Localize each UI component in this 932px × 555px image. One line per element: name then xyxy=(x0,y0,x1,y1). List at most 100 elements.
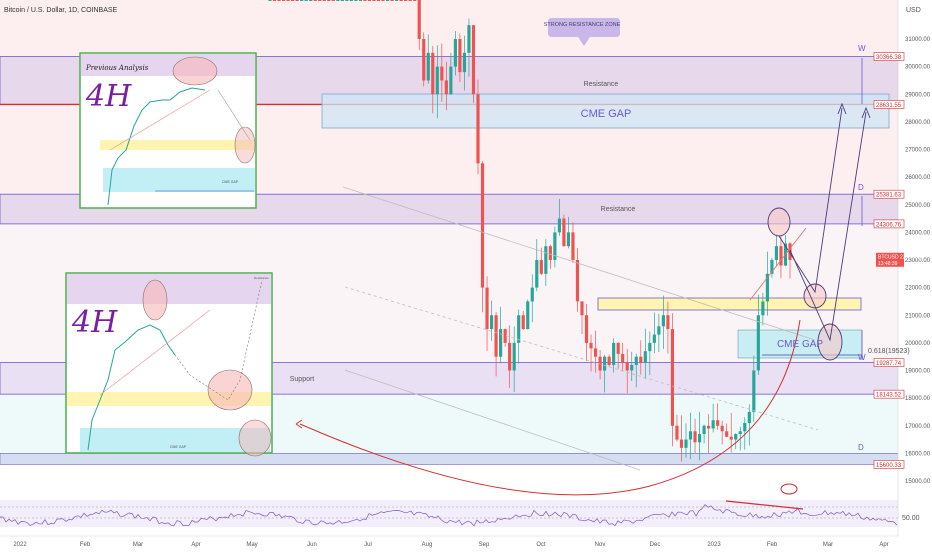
candle-body xyxy=(788,243,792,260)
candle-body xyxy=(426,52,430,81)
rsi-level-label: 50.00 xyxy=(902,515,920,522)
candle-body xyxy=(300,0,304,1)
inset2-ellipse-mid xyxy=(207,369,253,411)
price-label: 28631.55 xyxy=(876,103,902,109)
x-tick-label: Oct xyxy=(536,542,546,548)
rsi-mark xyxy=(780,483,798,495)
candle-body xyxy=(675,425,679,440)
x-tick-label: Sep xyxy=(479,542,490,548)
candle-body xyxy=(358,0,363,1)
candle-body xyxy=(381,0,385,1)
candle-body xyxy=(512,342,516,371)
candle-body xyxy=(661,315,665,327)
candle-body xyxy=(747,411,751,423)
symbol-title: Bitcoin / U.S. Dollar, 1D, COINBASE xyxy=(4,7,118,14)
candle-body xyxy=(345,0,349,1)
channel-line-bottom xyxy=(344,369,641,471)
candle-body xyxy=(440,66,444,81)
drawings xyxy=(260,18,871,496)
price-label-box xyxy=(873,219,905,229)
cme-gap-label-main: CME GAP xyxy=(581,108,632,120)
candle-body xyxy=(643,351,647,363)
candle-body xyxy=(756,315,760,371)
inset2-cme xyxy=(80,428,270,452)
ellipse-mid xyxy=(803,283,827,309)
candle-body xyxy=(657,326,661,335)
candle-body xyxy=(580,301,584,316)
candle-body xyxy=(399,0,403,1)
candle-body xyxy=(281,0,286,1)
candle-body xyxy=(508,342,512,371)
candle-body xyxy=(720,425,724,432)
y-tick-label: 18000.00 xyxy=(905,396,931,402)
inset1-yellow xyxy=(100,140,254,150)
y-tick-label: 15000.00 xyxy=(905,479,931,485)
inset2-cme: CME GAP xyxy=(170,445,187,449)
candle-body xyxy=(779,246,783,266)
callout-bubble xyxy=(548,18,620,46)
candle-body xyxy=(566,232,571,247)
inset1-ellipse-2 xyxy=(234,126,256,164)
candle-body xyxy=(666,315,670,330)
candle-body xyxy=(340,0,344,1)
x-tick-label: Jun xyxy=(307,542,317,548)
rsi-band xyxy=(0,500,898,527)
arrowhead-2 xyxy=(861,106,871,119)
candle-body xyxy=(367,0,372,1)
price-label-box xyxy=(873,52,905,61)
candle-body xyxy=(395,0,399,1)
candle-body xyxy=(449,66,453,95)
inset2-ellipse-low xyxy=(238,419,272,457)
price-label-box xyxy=(873,189,905,199)
candle-body xyxy=(761,301,765,316)
x-tick-label: Mar xyxy=(133,542,143,548)
y-tick-label: 16000.00 xyxy=(905,451,931,457)
current-symbol: BTCUSD 23044.35 xyxy=(878,254,921,260)
y-tick-label: 17000.00 xyxy=(905,424,931,430)
candle-body xyxy=(327,0,331,1)
candle-body xyxy=(774,246,779,260)
cme-gap-upper xyxy=(321,93,890,129)
red-curve-arrowhead xyxy=(295,419,303,429)
candle-body xyxy=(435,66,439,95)
x-tick-label: Feb xyxy=(80,542,91,548)
channel-line-top xyxy=(342,186,816,341)
yellow-zone xyxy=(597,297,862,311)
rsi-panel xyxy=(0,483,898,527)
candle-body xyxy=(702,425,706,435)
candle-body xyxy=(453,39,457,67)
candle-body xyxy=(431,52,435,95)
candle-body xyxy=(499,329,503,357)
price-label: 18143.52 xyxy=(876,393,902,399)
y-axis-bg xyxy=(898,0,932,550)
inset2-tag: Resistance xyxy=(254,276,269,280)
y-tick-label: 23000.00 xyxy=(905,258,931,264)
candle-body xyxy=(716,420,720,426)
candle-body xyxy=(503,329,507,343)
inset2-ellipse-top xyxy=(142,279,168,321)
candle-body xyxy=(562,218,566,247)
candle-body xyxy=(331,0,335,1)
candle-body xyxy=(354,0,358,1)
y-tick-label: 20000.00 xyxy=(905,341,931,347)
cme-gap-label-lower: CME GAP xyxy=(777,339,823,350)
candle-body xyxy=(526,301,530,330)
x-tick-label: Jul xyxy=(364,542,372,548)
wedge-line xyxy=(749,227,807,301)
price-label-box xyxy=(873,100,905,109)
inset2-resistance xyxy=(67,274,271,304)
candle-body xyxy=(612,342,616,365)
x-tick-label: 2023 xyxy=(707,542,721,548)
inset1-wedge xyxy=(109,89,211,151)
candle-body xyxy=(489,315,494,330)
candle-body xyxy=(688,431,693,440)
candle-body xyxy=(304,0,308,1)
candle-body xyxy=(322,0,326,1)
zone-bottom xyxy=(0,453,899,465)
inset2-tf: 4H xyxy=(71,305,118,340)
price-label: 24306.76 xyxy=(876,222,902,228)
currency-label: USD xyxy=(906,7,921,14)
candle-body xyxy=(376,0,381,1)
